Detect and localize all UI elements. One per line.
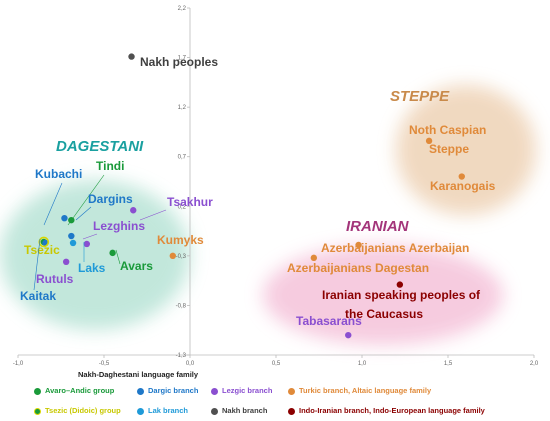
y-tick-label: 2,2 [178,6,187,12]
point-label: Kaitak [20,289,56,303]
point [425,137,433,145]
legend-marker [211,387,218,395]
point-label: Kubachi [35,167,82,181]
x-tick-label: 1,5 [444,361,453,367]
point-label: Kumyks [157,233,204,247]
legend-item: Dargic branch [137,386,198,395]
x-tick-label: 0,0 [186,361,195,367]
point-label: Tindi [96,159,124,173]
point-label: Noth Caspian [409,123,486,137]
legend-item: Avaro–Andic group [34,386,114,395]
legend-item: Nakh branch [211,406,267,415]
legend-label: Dargic branch [148,386,199,395]
legend-marker [288,387,295,395]
y-tick-label: 0,2 [178,204,187,210]
point-label: Laks [78,261,106,275]
point-label: the Caucasus [345,307,423,321]
point [128,53,135,60]
y-tick-label: -0,3 [176,254,187,260]
point [68,232,75,240]
point-label: Tsakhur [167,195,213,209]
point [169,252,176,260]
point-label: Karanogais [430,179,496,193]
data-labels: Nakh peoples Kubachi Tindi Dargins Tsakhur Le… [20,55,496,328]
point [310,254,318,262]
region-label: IRANIAN [346,218,410,235]
legend-item: Lezgic branch [211,386,272,395]
point [458,173,465,180]
y-tick-label: -0,8 [176,303,187,309]
point-label: Azerbaijanians Dagestan [287,261,429,275]
point [69,239,77,247]
point-label: Tsezic [24,243,60,257]
legend-marker [288,407,295,415]
x-tick-label: 2,0 [530,361,539,367]
legend-label: Tsezic (Didoic) group [45,406,121,415]
legend-item: Indo-Iranian branch, Indo-European langu… [288,406,485,415]
region-labels: DAGESTANI STEPPE IRANIAN [56,88,450,235]
point-label: Lezghins [93,219,145,233]
point-label: Tabasarans [296,314,362,328]
legend-item: Turkic branch, Altaic language family [288,386,431,395]
legend-item: Tsezic (Didoic) group [34,406,121,415]
legend-label: Lak branch [148,406,189,415]
point-label: Steppe [429,142,469,156]
point-ring [38,236,50,248]
legend-label: Nakh branch [222,406,268,415]
leader-line [43,182,63,226]
region-iranian [263,245,503,345]
point [396,281,404,288]
leader-line [82,233,98,240]
y-tick-label: 1,7 [178,56,187,62]
legend-item: Lak branch [137,406,188,415]
point [130,207,137,214]
leader-line [139,209,167,221]
region-label: DAGESTANI [56,138,144,155]
legend-label: Indo-Iranian branch, Indo-European langu… [299,406,485,415]
x-tick-label: 0,5 [272,361,281,367]
region-steppe [396,85,536,215]
point-label: Dargins [88,192,133,206]
legend-marker [34,407,41,415]
x-tick-label: -0,5 [99,361,110,367]
point-label: Nakh peoples [140,55,218,69]
y-tick-label: 0,7 [178,155,187,161]
y-tick-label: 1,2 [178,105,187,111]
leader-line [75,206,92,221]
point [355,241,362,249]
point [62,258,70,266]
legend-label: Turkic branch, Altaic language family [299,386,432,395]
legend-marker [34,387,41,395]
legend-label: Lezgic branch [222,386,273,395]
legend-marker [137,387,144,395]
x-tick-label: 1,0 [358,361,367,367]
point [109,249,116,257]
x-tick-label: -1,0 [13,361,24,367]
axes: -1,0 -0,5 0,0 0,5 1,0 1,5 2,0 2,2 1,7 1,2 0,7 0,2 -0… [13,6,539,367]
leader-line [115,249,121,265]
point-label: Azerbaijanians Azerbaijan [321,241,469,255]
legend-label: Avaro–Andic group [45,386,115,395]
legend-marker [137,407,144,415]
region-label: STEPPE [390,88,450,105]
legend-marker [211,407,218,415]
leader-line [33,238,41,291]
point-label: Iranian speaking peoples of [322,288,481,302]
point-label: Avars [120,259,153,273]
point [83,240,91,248]
point [345,331,352,339]
leader-line [67,174,105,226]
point [61,214,68,222]
y-tick-label: -1,3 [176,353,187,359]
legend-title: Nakh-Daghestani language family [78,370,199,379]
point-label: Rutuls [36,272,74,286]
